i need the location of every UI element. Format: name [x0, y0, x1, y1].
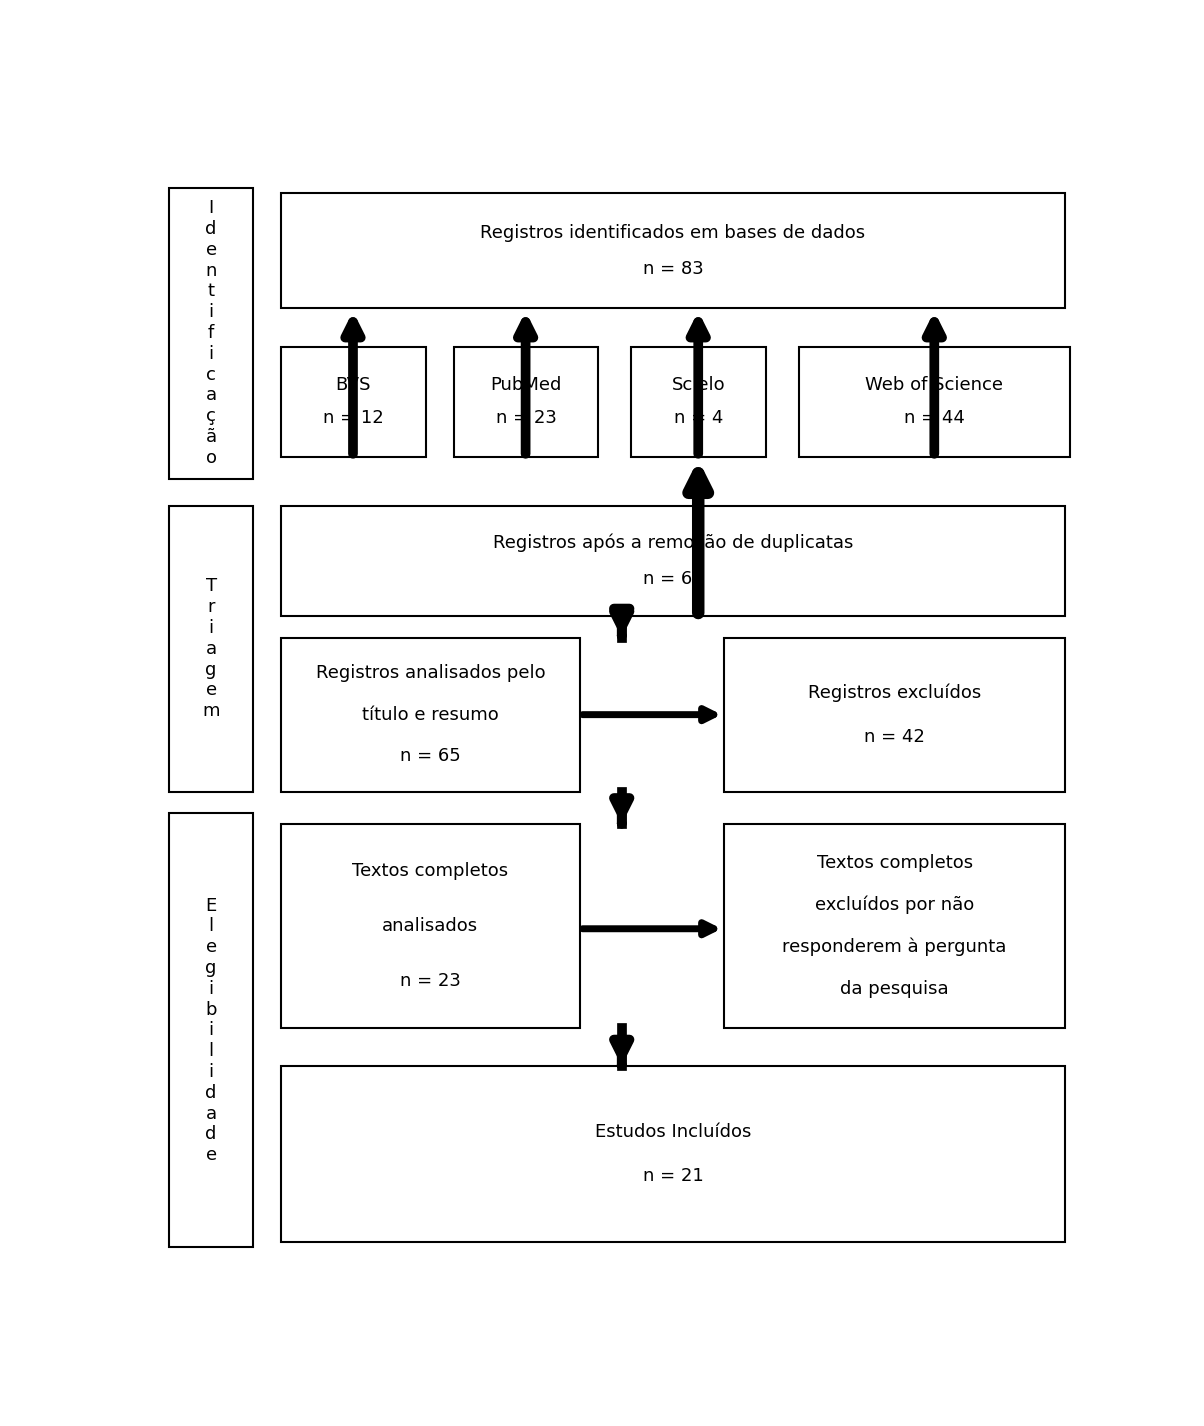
Text: n = 4: n = 4: [674, 409, 724, 428]
Bar: [282, 347, 426, 456]
Text: E
l
e
g
i
b
i
l
i
d
a
d
e: E l e g i b i l i d a d e: [206, 897, 217, 1164]
Text: Registros analisados pelo: Registros analisados pelo: [315, 665, 545, 682]
Text: n = 23: n = 23: [496, 409, 556, 428]
Bar: [282, 506, 1066, 616]
Bar: [169, 188, 253, 479]
Bar: [169, 506, 253, 791]
Bar: [454, 347, 598, 456]
Bar: [725, 824, 1066, 1028]
Bar: [282, 637, 580, 791]
Bar: [725, 637, 1066, 791]
Text: n = 65: n = 65: [643, 570, 703, 588]
Text: n = 65: n = 65: [400, 747, 461, 766]
Text: título e resumo: título e resumo: [362, 706, 498, 723]
Text: n = 83: n = 83: [643, 260, 703, 278]
Text: Registros excluídos: Registros excluídos: [808, 683, 981, 702]
Bar: [282, 824, 580, 1028]
Bar: [169, 813, 253, 1248]
Text: Registros após a remoção de duplicatas: Registros após a remoção de duplicatas: [492, 533, 854, 552]
Text: Scielo: Scielo: [672, 376, 726, 394]
Bar: [631, 347, 767, 456]
Text: analisados: analisados: [383, 917, 478, 935]
Text: PubMed: PubMed: [490, 376, 562, 394]
Bar: [282, 193, 1066, 308]
Text: BVS: BVS: [336, 376, 371, 394]
Text: Estudos Incluídos: Estudos Incluídos: [595, 1122, 751, 1141]
Text: Textos completos: Textos completos: [353, 863, 508, 880]
Text: n = 42: n = 42: [864, 727, 925, 746]
Text: T
r
i
a
g
e
m: T r i a g e m: [202, 578, 220, 720]
Text: n = 23: n = 23: [400, 973, 461, 990]
Text: da pesquisa: da pesquisa: [840, 980, 949, 998]
Text: Textos completos: Textos completos: [816, 854, 973, 873]
Bar: [799, 347, 1069, 456]
Text: excluídos por não: excluídos por não: [815, 896, 974, 914]
Text: Registros identificados em bases de dados: Registros identificados em bases de dado…: [480, 224, 866, 241]
Bar: [282, 1067, 1066, 1242]
Text: responderem à pergunta: responderem à pergunta: [783, 938, 1007, 955]
Text: n = 12: n = 12: [323, 409, 384, 428]
Text: I
d
e
n
t
i
f
i
c
a
ç
ã
o: I d e n t i f i c a ç ã o: [206, 200, 217, 466]
Text: Web of Science: Web of Science: [866, 376, 1003, 394]
Text: n = 21: n = 21: [643, 1166, 703, 1185]
Text: n = 44: n = 44: [904, 409, 964, 428]
